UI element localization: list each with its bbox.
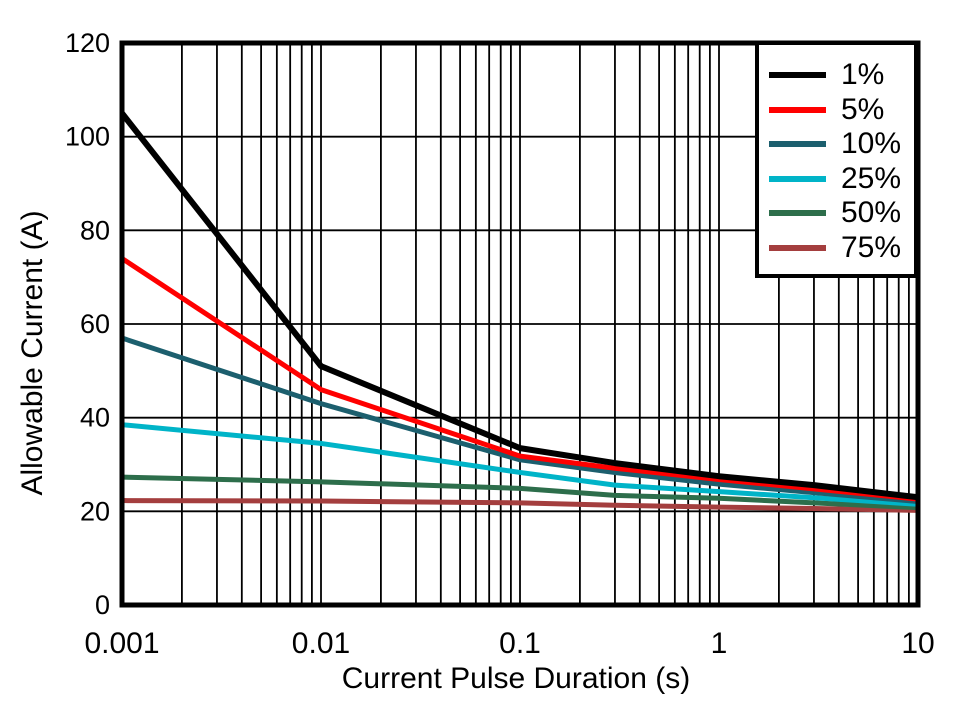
y-tick-label: 40: [80, 403, 110, 433]
y-tick-label: 100: [65, 122, 110, 152]
series-line-75%: [121, 498, 919, 513]
legend-line-sample: [769, 244, 826, 251]
legend-item: 50%: [769, 196, 914, 231]
legend-item: 1%: [769, 58, 914, 93]
series-line-25%: [121, 422, 919, 507]
y-tick-label: 20: [80, 496, 110, 526]
legend-item-label: 75%: [841, 230, 902, 264]
y-tick-label: 80: [80, 215, 110, 245]
x-tick-label: 10: [901, 627, 934, 660]
y-tick-label: 0: [95, 590, 110, 620]
legend-line-sample: [769, 210, 826, 217]
legend-item-label: 25%: [841, 161, 902, 195]
x-tick-label: 1: [711, 627, 728, 660]
x-tick-labels: 0.001 0.01 0.1 1 10: [84, 627, 934, 660]
series-line-5%: [120, 256, 919, 502]
series-line-1%: [119, 111, 919, 501]
legend-item-label: 5%: [841, 92, 885, 126]
legend-line-sample: [769, 175, 826, 182]
legend-item: 5%: [769, 93, 914, 128]
series-line-10%: [121, 335, 919, 504]
series-lines: [119, 111, 919, 513]
y-tick-label: 120: [65, 28, 110, 58]
x-tick-label: 0.01: [292, 627, 350, 660]
legend-item: 10%: [769, 127, 914, 162]
y-tick-label: 60: [80, 309, 110, 339]
legend-line-sample: [769, 72, 826, 79]
series-line-50%: [121, 474, 919, 511]
legend-item: 25%: [769, 162, 914, 197]
legend-line-sample: [769, 141, 826, 148]
legend-item: 75%: [769, 231, 914, 266]
x-tick-label: 0.001: [84, 627, 159, 660]
plot-border: [119, 40, 921, 608]
legend-line-sample: [769, 106, 826, 113]
legend: 1% 5% 10% 25% 50% 75%: [755, 41, 918, 278]
x-tick-label: 0.1: [499, 627, 541, 660]
y-tick-labels: 0 20 40 60 80 100 120: [65, 28, 110, 620]
y-axis-title: Allowable Current (A): [16, 210, 49, 495]
x-axis-title: Current Pulse Duration (s): [342, 662, 690, 695]
legend-item-label: 1%: [841, 58, 885, 92]
legend-item-label: 50%: [841, 196, 902, 230]
legend-item-label: 10%: [841, 127, 902, 161]
